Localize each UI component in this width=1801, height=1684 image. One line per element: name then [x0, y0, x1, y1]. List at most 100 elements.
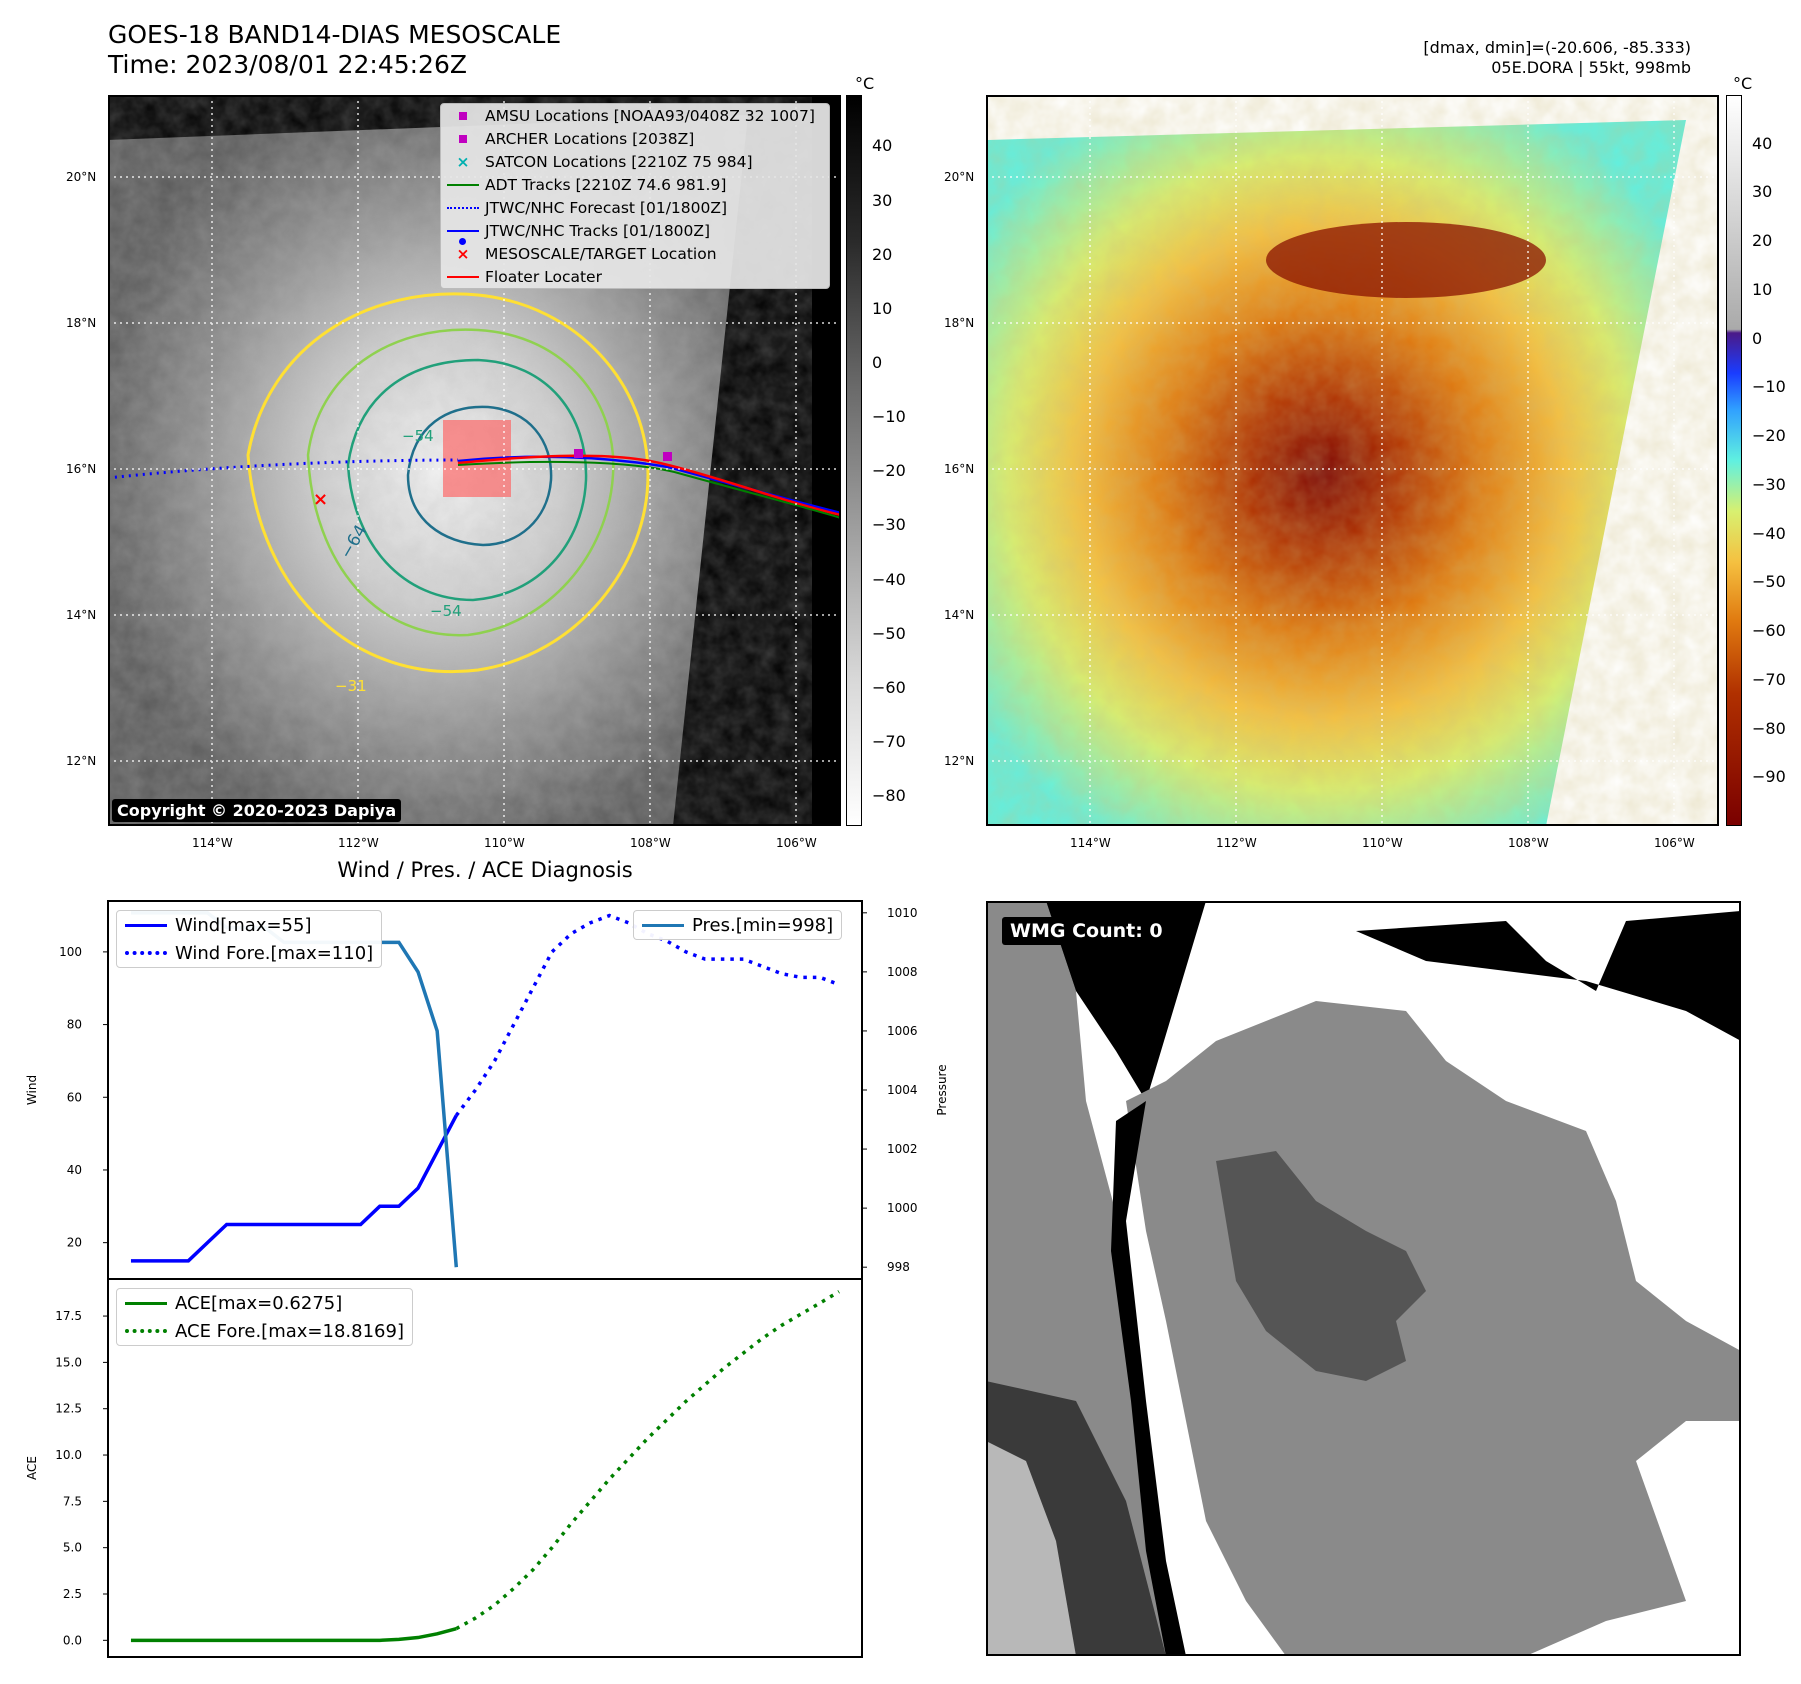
stats-line: [dmax, dmin]=(-20.606, -85.333): [1423, 38, 1691, 57]
image-time: Time: 2023/08/01 22:45:26Z: [108, 50, 467, 79]
lat-tick: 20°N: [66, 170, 97, 184]
legend-item: JTWC/NHC Tracks [01/1800Z]: [441, 219, 829, 245]
storm-info: 05E.DORA | 55kt, 998mb: [1491, 58, 1691, 77]
legend-item: ACE Fore.[max=18.8169]: [117, 1317, 412, 1345]
colorbar-tick-label: 0: [1752, 328, 1763, 348]
y2-tick-label: 1006: [887, 1024, 918, 1038]
colorbar-tick-label: 0: [872, 353, 883, 373]
lon-tick: 106°W: [776, 836, 817, 850]
solid-line-icon: [634, 923, 692, 927]
y-tick-label: 15.0: [55, 1355, 82, 1369]
y2-tick-label: 1004: [887, 1083, 918, 1097]
y-tick-label: 80: [67, 1018, 82, 1032]
copyright-badge: Copyright © 2020-2023 Dapiya: [112, 799, 402, 822]
x-marker-icon: ×: [456, 244, 470, 263]
wmg-panel: WMG Count: 0: [986, 901, 1741, 1656]
lon-tick: 108°W: [1508, 836, 1549, 850]
forecast-series-line: [454, 913, 840, 1117]
lon-tick: 114°W: [192, 836, 233, 850]
lat-tick: 18°N: [944, 316, 975, 330]
colorbar-tick-label: −30: [1752, 474, 1786, 494]
colorbar-tick-label: −70: [872, 732, 906, 752]
ace-axis-label: ACE: [25, 1456, 39, 1480]
colorbar-tick-label: −80: [872, 786, 906, 806]
legend-item: Wind Fore.[max=110]: [117, 939, 381, 967]
grayscale-colorbar: [846, 95, 862, 826]
lat-tick: 14°N: [66, 608, 97, 622]
colorbar-tick-label: −60: [1752, 621, 1786, 641]
colorbar-tick-label: −10: [872, 407, 906, 427]
diagnosis-title: Wind / Pres. / ACE Diagnosis: [337, 858, 633, 882]
y-tick-label: 60: [67, 1090, 82, 1104]
series-line: [130, 1114, 458, 1263]
line-dot-marker-icon: [441, 229, 485, 245]
legend-item: JTWC/NHC Forecast [01/1800Z]: [441, 196, 829, 219]
ace-legend: ACE[max=0.6275] ACE Fore.[max=18.8169]: [116, 1288, 413, 1346]
map-legend: AMSU Locations [NOAA93/0408Z 32 1007] AR…: [440, 103, 830, 289]
y-tick-label: 5.0: [63, 1541, 82, 1555]
pressure-axis-label: Pressure: [935, 1064, 949, 1115]
unit-label: °C: [1733, 74, 1753, 93]
lat-tick: 14°N: [944, 608, 975, 622]
contour-label: −31: [335, 677, 367, 695]
ir-grayscale-image: ×: [110, 115, 839, 824]
line-marker-icon: [441, 183, 485, 186]
ir-enhanced-image: [988, 97, 1717, 824]
enhanced-colorbar: [1726, 95, 1742, 826]
colorbar-tick-label: −20: [872, 461, 906, 481]
colorbar-tick-label: −40: [872, 569, 906, 589]
lon-tick: 112°W: [338, 836, 379, 850]
diagnosis-chart: 20 40 60 80 100 998 1000 1002 1004 1006 1008 1010 0…: [25, 900, 949, 1658]
legend-item: AMSU Locations [NOAA93/0408Z 32 1007]: [441, 104, 829, 127]
image-title: GOES-18 BAND14-DIAS MESOSCALE: [108, 20, 562, 49]
legend-item: × MESOSCALE/TARGET Location: [441, 242, 829, 265]
pressure-legend: Pres.[min=998]: [633, 910, 843, 940]
legend-item: Floater Locater: [441, 265, 829, 288]
wmg-image: [988, 903, 1739, 1654]
series-line: [130, 1627, 457, 1643]
colorbar-tick-label: −70: [1752, 669, 1786, 689]
lon-tick: 110°W: [1362, 836, 1403, 850]
colorbar-tick-label: −50: [1752, 572, 1786, 592]
svg-text:×: ×: [313, 489, 328, 510]
lat-tick: 16°N: [944, 462, 975, 476]
legend-item: ADT Tracks [2210Z 74.6 981.9]: [441, 173, 829, 196]
y-tick-label: 40: [67, 1163, 82, 1177]
colorbar-tick-label: −10: [1752, 377, 1786, 397]
dotted-line-icon: [117, 1329, 175, 1333]
contour-label: −54: [430, 602, 462, 620]
wind-axis-label: Wind: [25, 1075, 39, 1105]
lat-tick: 12°N: [944, 754, 975, 768]
y2-tick-label: 1002: [887, 1142, 918, 1156]
colorbar-tick-label: −80: [1752, 718, 1786, 738]
square-marker-icon: [441, 134, 485, 143]
lon-tick: 112°W: [1216, 836, 1257, 850]
dotted-line-icon: [441, 206, 485, 209]
unit-label: °C: [855, 74, 875, 93]
lat-tick: 18°N: [66, 316, 97, 330]
wmg-count-badge: WMG Count: 0: [1002, 917, 1171, 945]
lat-tick: 12°N: [66, 754, 97, 768]
dotted-line-icon: [117, 951, 175, 955]
colorbar-tick-label: −20: [1752, 426, 1786, 446]
lat-tick: 20°N: [944, 170, 975, 184]
forecast-series-line: [455, 1290, 840, 1631]
y-tick-label: 20: [67, 1236, 82, 1250]
lon-tick: 106°W: [1654, 836, 1695, 850]
wind-legend: Wind[max=55] Wind Fore.[max=110]: [116, 910, 383, 968]
colorbar-tick-label: −60: [872, 677, 906, 697]
colorbar-tick-label: 20: [1752, 231, 1773, 251]
colorbar-tick-label: −50: [872, 623, 906, 643]
y2-tick-label: 1008: [887, 965, 918, 979]
y-tick-label: 17.5: [55, 1309, 82, 1323]
y-tick-label: 0.0: [63, 1633, 82, 1647]
colorbar-tick-label: −30: [872, 515, 906, 535]
ir-grayscale-map: × −64 −54 −31 −54 AMSU Locations [NOAA93…: [108, 95, 841, 826]
x-marker-icon: ×: [456, 152, 470, 171]
lon-tick: 108°W: [630, 836, 671, 850]
legend-item: ARCHER Locations [2038Z]: [441, 127, 829, 150]
y-tick-label: 2.5: [63, 1587, 82, 1601]
legend-item: × SATCON Locations [2210Z 75 984]: [441, 150, 829, 173]
y2-tick-label: 998: [887, 1260, 910, 1274]
lon-tick: 114°W: [1070, 836, 1111, 850]
